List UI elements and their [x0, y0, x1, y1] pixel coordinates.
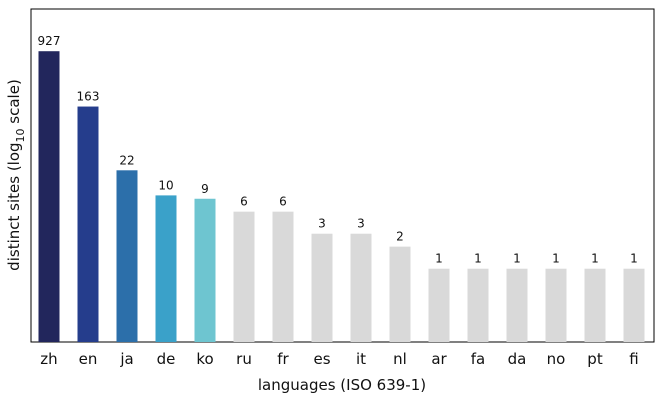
- data-label-it: 3: [357, 217, 365, 231]
- x-tick-nl: nl: [393, 350, 407, 368]
- x-tick-ja: ja: [119, 350, 133, 368]
- x-tick-ru: ru: [236, 350, 252, 368]
- bar-fi: [623, 268, 645, 342]
- bar-ar: [428, 268, 450, 342]
- x-axis-label: languages (ISO 639-1): [258, 376, 426, 394]
- y-axis-label-subscript: 10: [14, 128, 27, 142]
- bar-de: [155, 195, 177, 342]
- bar-it: [350, 233, 372, 342]
- x-tick-zh: zh: [40, 350, 57, 368]
- x-tick-no: no: [547, 350, 566, 368]
- data-label-zh: 927: [38, 34, 61, 48]
- x-tick-pt: pt: [587, 350, 603, 368]
- y-axis-label-main: distinct sites (log: [5, 142, 23, 270]
- data-label-no: 1: [552, 252, 560, 266]
- x-tick-fa: fa: [471, 350, 485, 368]
- bar-zh: [38, 51, 60, 343]
- data-label-ko: 9: [201, 182, 209, 196]
- data-label-nl: 2: [396, 230, 404, 244]
- data-label-da: 1: [513, 252, 521, 266]
- x-tick-labels-group: zh en ja de ko ru fr es it nl ar fa da no pt fi: [40, 350, 638, 368]
- data-labels-group: 927 163 22 10 9 6 6 3 3 2 1 1 1 1 1 1: [38, 34, 638, 265]
- bar-ko: [194, 198, 216, 342]
- data-label-fr: 6: [279, 195, 287, 209]
- bar-nl: [389, 246, 411, 342]
- x-tick-de: de: [157, 350, 176, 368]
- bar-no: [545, 268, 567, 342]
- x-tick-ar: ar: [431, 350, 447, 368]
- x-tick-en: en: [79, 350, 98, 368]
- data-label-en: 163: [77, 90, 100, 104]
- bar-fa: [467, 268, 489, 342]
- plot-frame: [30, 8, 655, 343]
- x-tick-it: it: [356, 350, 366, 368]
- data-label-ar: 1: [435, 252, 443, 266]
- data-label-fa: 1: [474, 252, 482, 266]
- data-label-es: 3: [318, 217, 326, 231]
- data-label-ja: 22: [119, 153, 134, 167]
- x-tick-es: es: [313, 350, 330, 368]
- bar-pt: [584, 268, 606, 342]
- x-tick-da: da: [508, 350, 527, 368]
- y-axis-label-tail: scale): [5, 79, 23, 128]
- bar-en: [77, 106, 99, 342]
- data-label-de: 10: [158, 178, 173, 192]
- x-tick-fr: fr: [277, 350, 289, 368]
- x-tick-ko: ko: [196, 350, 213, 368]
- bar-da: [506, 268, 528, 342]
- y-axis-label: distinct sites (log10 scale): [5, 79, 27, 271]
- bar-ja: [116, 170, 138, 342]
- bar-ru: [233, 211, 255, 342]
- x-tick-fi: fi: [629, 350, 638, 368]
- data-label-pt: 1: [591, 252, 599, 266]
- bars-group: [38, 51, 645, 343]
- data-label-ru: 6: [240, 195, 248, 209]
- bar-fr: [272, 211, 294, 342]
- data-label-fi: 1: [630, 252, 638, 266]
- bar-es: [311, 233, 333, 342]
